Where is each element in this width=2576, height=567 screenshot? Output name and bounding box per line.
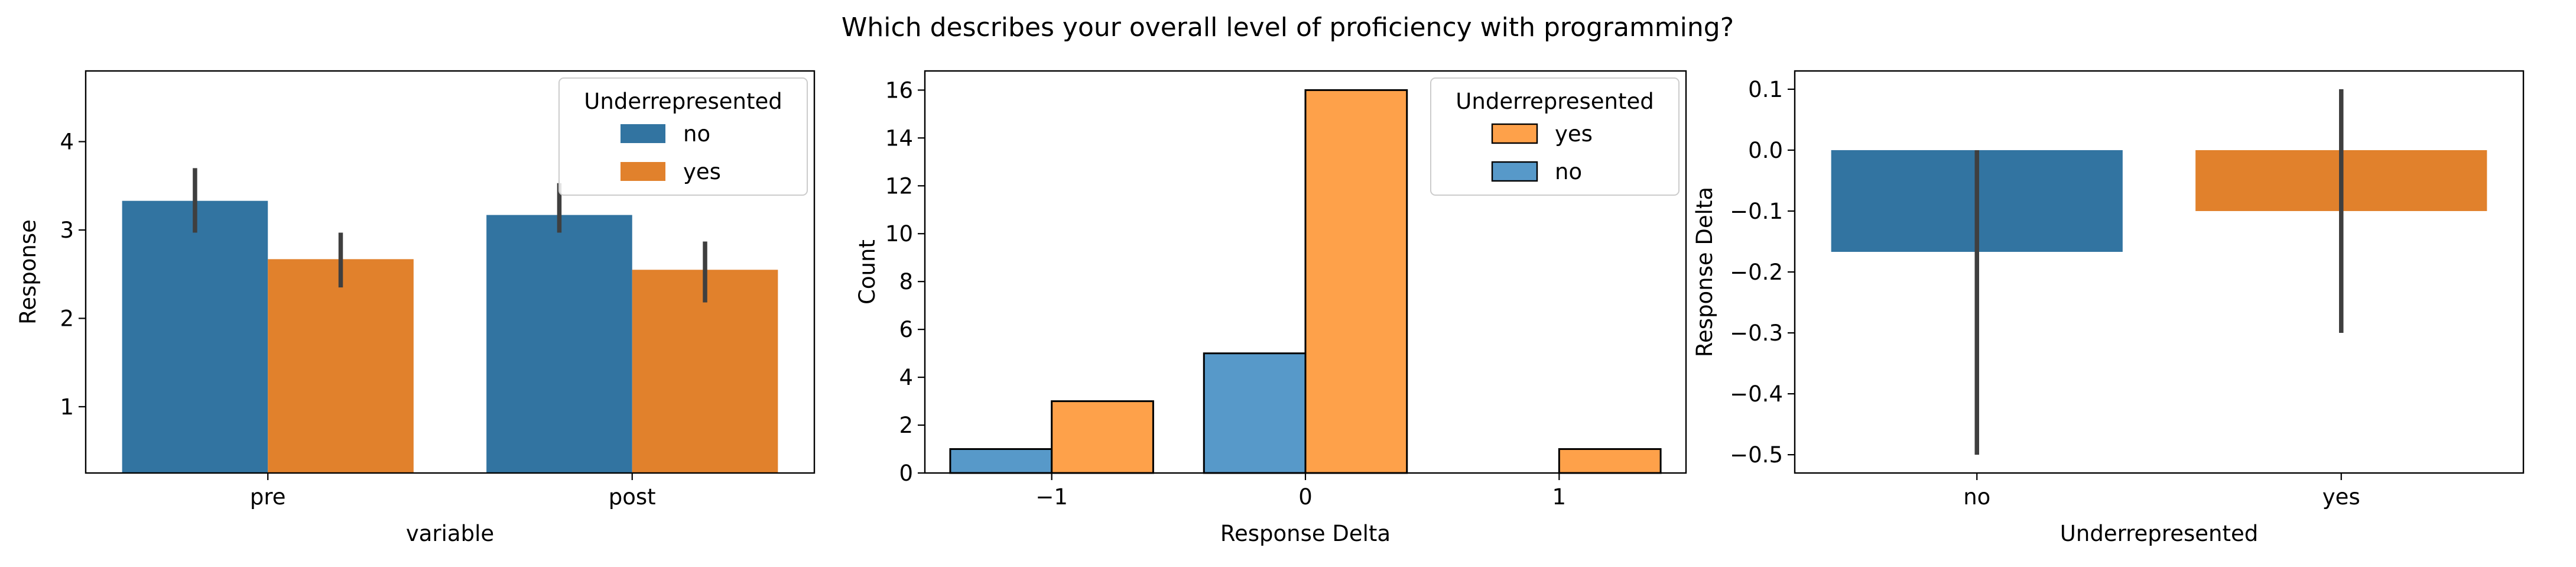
p1-ytick-label: 16: [885, 77, 913, 103]
bar-yes-pre: [268, 259, 414, 473]
p2-ylabel: Response Delta: [1692, 187, 1717, 357]
p2-ytick-label: −0.2: [1730, 260, 1783, 285]
p0-xlabel: variable: [406, 521, 494, 546]
p1-xlabel: Response Delta: [1220, 521, 1391, 546]
hist-bar-yes-0: [1051, 400, 1154, 474]
p0-ytick-label: 2: [60, 306, 74, 331]
p2-ytick-label: −0.4: [1730, 381, 1783, 407]
p0-legend-title: Underrepresented: [584, 89, 782, 114]
p0-ytick-label: 1: [60, 394, 74, 420]
p2-ytick-label: −0.3: [1730, 320, 1783, 346]
p0-ylabel: Response: [15, 219, 41, 325]
p2-ytick-label: 0.1: [1748, 77, 1783, 102]
p2-ytick-label: 0.0: [1748, 138, 1783, 163]
p1-legend-label-no: no: [1555, 159, 1582, 184]
p1-ylabel: Count: [855, 239, 880, 304]
p2-ytick-label: −0.1: [1730, 199, 1783, 224]
chart-panel-delta-histogram: 0 2 4 6 8 10 12 14 16 Response Delta Count −1 0 1 Unde…: [855, 70, 1687, 546]
p0-legend-label-no: no: [683, 121, 710, 147]
p1-legend-swatch-no: [1491, 161, 1538, 182]
p0-legend-swatch-yes: [621, 162, 665, 181]
p0-axes-frame: [85, 70, 816, 474]
p1-ytick-label: 14: [885, 125, 913, 151]
p1-ytick-label: 8: [899, 269, 913, 294]
p2-xlabel: Underrepresented: [2060, 521, 2258, 546]
hist-bar-yes-2: [1558, 448, 1662, 474]
p1-ytick-label: 6: [899, 317, 913, 342]
bar-no-pre: [122, 200, 268, 473]
chart-panel-delta-by-group: −0.5 −0.4 −0.3 −0.2 −0.1 0.0 0.1 Underrepresent…: [1692, 70, 2525, 546]
hist-bar-yes-1: [1304, 89, 1408, 474]
p1-xtick-label: 1: [1552, 484, 1567, 510]
hist-bar-no-0: [949, 448, 1053, 474]
p2-xtick-label: no: [1963, 484, 1990, 510]
p1-legend-swatch-yes: [1491, 123, 1538, 144]
p0-ytick-label: 4: [60, 129, 74, 155]
bar-yes-post: [632, 270, 778, 473]
p0-xtick-label: post: [609, 484, 656, 510]
p1-ytick-label: 4: [899, 365, 913, 390]
p1-xtick-label: 0: [1298, 484, 1313, 510]
figure-suptitle: Which describes your overall level of pr…: [842, 12, 1734, 43]
p0-xtick-label: pre: [250, 484, 286, 510]
p1-ytick-label: 2: [899, 413, 913, 438]
p0-legend-label-yes: yes: [683, 159, 721, 184]
p1-ytick-label: 0: [899, 461, 913, 486]
p1-legend-title: Underrepresented: [1456, 89, 1654, 114]
p1-legend-label-yes: yes: [1555, 121, 1593, 147]
bar-no-post: [486, 215, 632, 473]
p2-axes-frame: [1794, 70, 2525, 474]
p1-ytick-label: 12: [885, 173, 913, 199]
p1-xtick-label: −1: [1035, 484, 1068, 510]
p1-axes-frame: [924, 70, 1687, 474]
p1-ytick-label: 10: [885, 221, 913, 247]
hist-bar-no-1: [1203, 352, 1307, 474]
p2-xtick-label: yes: [2322, 484, 2360, 510]
chart-panel-response-by-variable: 1 2 3 4 variable Response pre post Underrepresen…: [15, 70, 816, 546]
p0-ytick-label: 3: [60, 218, 74, 243]
p2-ytick-label: −0.5: [1730, 442, 1783, 468]
p0-legend-swatch-no: [621, 124, 665, 143]
